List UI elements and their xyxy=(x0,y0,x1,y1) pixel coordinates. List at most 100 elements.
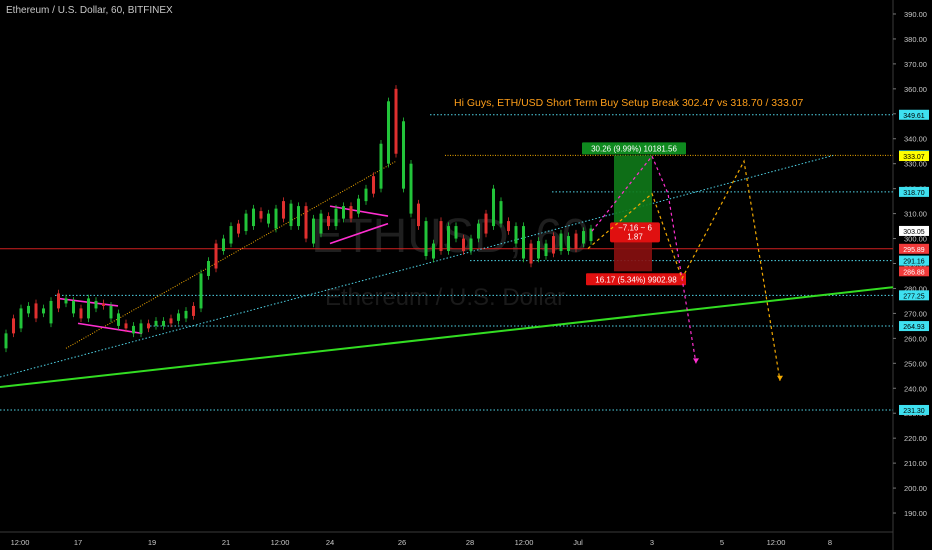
candle-body xyxy=(342,206,345,219)
level-price-label: 295.89 xyxy=(903,247,925,254)
candle-body xyxy=(484,213,488,234)
stop-label-box xyxy=(586,273,686,286)
ratio-label-top: −7.16 ~ 6 xyxy=(618,223,652,232)
level-price-tag xyxy=(899,404,929,415)
symbol-title: Ethereum / U.S. Dollar, 60, BITFINEX xyxy=(6,5,173,16)
candle-body xyxy=(147,323,150,329)
time-tick-label: 3 xyxy=(650,538,654,547)
candle-body xyxy=(402,121,405,189)
time-tick-label: 12:00 xyxy=(515,538,534,547)
ratio-label-bottom: 1.87 xyxy=(627,232,643,241)
candle-body xyxy=(87,298,90,319)
candle-body xyxy=(409,163,413,214)
price-tick-label: 370.00 xyxy=(904,60,927,69)
level-price-tag xyxy=(899,151,929,162)
candle-body xyxy=(214,243,218,269)
candle-body xyxy=(184,310,188,319)
candle-body xyxy=(139,323,143,334)
green-trend-line xyxy=(0,286,894,389)
price-tick-label: 240.00 xyxy=(904,384,927,393)
candle-body xyxy=(12,318,15,334)
price-tick-label: 390.00 xyxy=(904,10,927,19)
candle-body xyxy=(57,293,60,309)
level-price-label: 231.30 xyxy=(903,408,925,415)
candle-body xyxy=(94,300,98,309)
watermark-name: Ethereum / U.S. Dollar xyxy=(325,284,565,311)
level-price-label: 349.61 xyxy=(903,113,925,120)
candle-body xyxy=(394,88,398,154)
candle-body xyxy=(364,188,368,202)
candle-body xyxy=(462,238,465,252)
candle-body xyxy=(574,233,578,249)
candle-body xyxy=(162,320,165,326)
candle-body xyxy=(192,305,195,316)
time-tick-label: 24 xyxy=(326,538,334,547)
candle-body xyxy=(244,213,248,232)
target-label: 30.26 (9.99%) 10181.56 xyxy=(591,144,677,153)
profit-zone xyxy=(614,155,652,231)
candle-body xyxy=(477,223,480,239)
price-tick-label: 380.00 xyxy=(904,35,927,44)
candle-body xyxy=(4,333,8,349)
candle-body xyxy=(72,300,75,314)
candle-body xyxy=(387,101,390,164)
candle-body xyxy=(117,313,120,326)
candle-body xyxy=(132,325,135,334)
flag-pattern-line xyxy=(77,322,143,335)
price-tick-label: 250.00 xyxy=(904,359,927,368)
price-tick-label: 200.00 xyxy=(904,484,927,493)
orange-path xyxy=(587,159,781,381)
candle-body xyxy=(544,243,548,257)
candle-body xyxy=(559,233,563,252)
candle-body xyxy=(492,188,495,227)
candle-body xyxy=(169,318,173,324)
orange-path-arrowhead xyxy=(777,375,783,381)
candle-body xyxy=(252,208,255,227)
candle-body xyxy=(207,261,210,276)
price-tick-label: 280.00 xyxy=(904,284,927,293)
candle-body xyxy=(529,243,533,264)
orange-rising-line xyxy=(65,160,397,349)
candle-body xyxy=(229,226,233,244)
candle-body xyxy=(417,203,420,227)
candle-body xyxy=(372,176,375,194)
candle-body xyxy=(34,303,38,319)
candle-body xyxy=(124,323,128,329)
annotation-text: Hi Guys, ETH/USD Short Term Buy Setup Br… xyxy=(454,97,804,109)
level-price-tag xyxy=(899,109,929,120)
candle-body xyxy=(274,208,278,229)
price-tick-label: 310.00 xyxy=(904,210,927,219)
time-tick-label: 12:00 xyxy=(11,538,30,547)
candle-body xyxy=(522,226,525,259)
candle-body xyxy=(379,143,383,189)
candle-body xyxy=(439,221,443,252)
level-price-label: 318.70 xyxy=(903,190,925,197)
price-tick-label: 270.00 xyxy=(904,309,927,318)
candle-body xyxy=(49,300,53,324)
candle-body xyxy=(289,203,293,227)
candle-body xyxy=(267,213,270,224)
candle-body xyxy=(282,201,285,219)
candle-body xyxy=(79,308,83,319)
candle-body xyxy=(222,238,225,252)
candle-body xyxy=(507,221,510,232)
time-tick-label: 26 xyxy=(398,538,406,547)
stop-label: 16.17 (5.34%) 9902.98 xyxy=(595,275,677,284)
candle-body xyxy=(102,303,105,306)
candle-body xyxy=(334,208,338,227)
price-tick-label: 260.00 xyxy=(904,334,927,343)
candle-body xyxy=(27,305,30,314)
candle-body xyxy=(154,320,158,326)
cyan-rising-line xyxy=(0,154,834,378)
candle-body xyxy=(582,231,585,244)
candle-body xyxy=(537,241,540,259)
candle-body xyxy=(567,236,570,252)
level-price-tag xyxy=(899,225,929,236)
time-tick-label: 21 xyxy=(222,538,230,547)
level-price-label: 264.93 xyxy=(903,324,925,331)
ratio-label-box xyxy=(610,222,660,243)
level-price-tag xyxy=(899,243,929,254)
time-tick-label: 17 xyxy=(74,538,82,547)
level-price-tag xyxy=(899,186,929,197)
